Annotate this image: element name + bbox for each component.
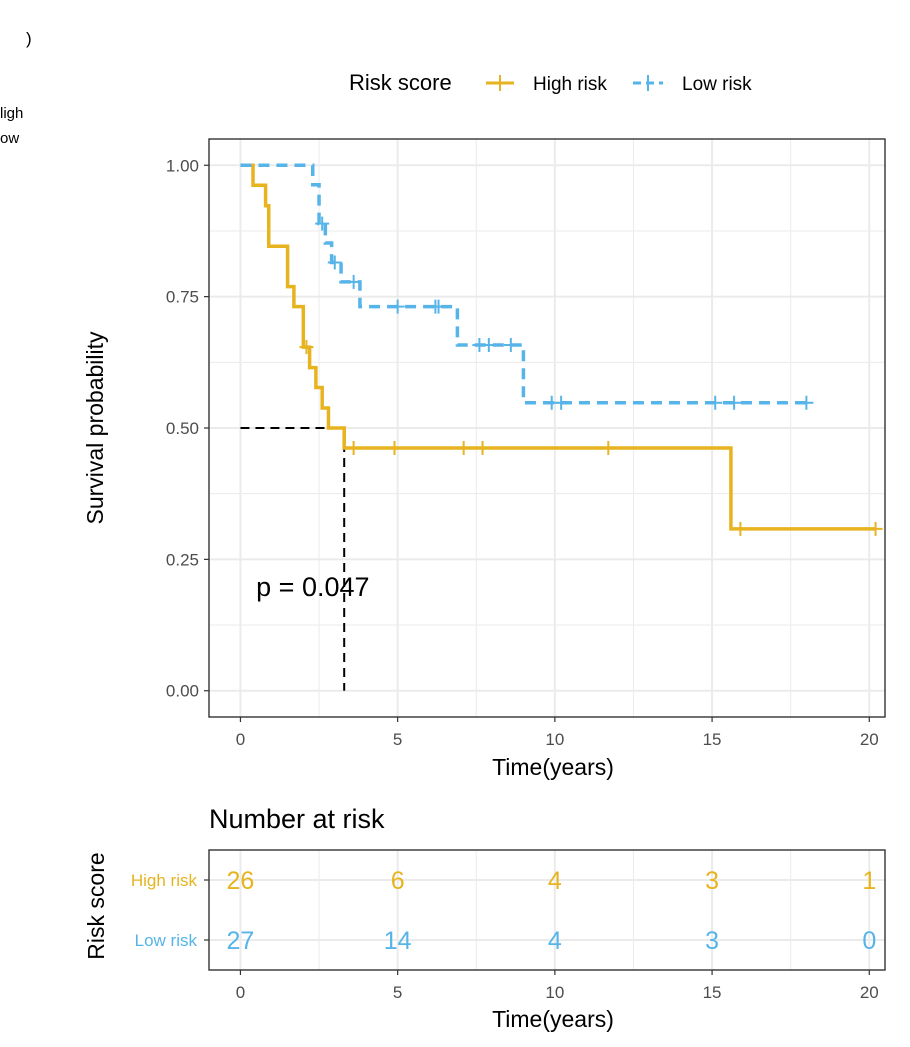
- risk-count: 27: [227, 927, 255, 955]
- x-tick-label: 5: [393, 730, 402, 749]
- legend-title: Risk score: [349, 70, 452, 95]
- risk-table-y-axis-title: Risk score: [83, 852, 109, 959]
- risk-count: 26: [227, 867, 255, 895]
- censor-mark-low-risk: [481, 337, 496, 352]
- censor-mark-low-risk: [390, 299, 405, 314]
- risk-table-x-axis-title: Time(years): [492, 1006, 614, 1032]
- risk-count: 1: [862, 867, 876, 895]
- y-tick-label: 0.25: [166, 550, 199, 569]
- x-tick-label: 15: [703, 730, 722, 749]
- corner-low-fragment: ow: [0, 130, 19, 147]
- risk-table-x-tick-label: 5: [393, 983, 402, 1002]
- p-value-label: p = 0.047: [256, 572, 369, 602]
- corner-paren: ): [26, 29, 32, 48]
- censor-mark-low-risk: [554, 395, 569, 410]
- y-tick-label: 0.75: [166, 288, 199, 307]
- censor-mark-low-risk: [727, 395, 742, 410]
- legend-label-high: High risk: [533, 74, 607, 95]
- plot-axes: 0 5 10 15 20 0.00 0.25 0.50 0.75 1.00: [166, 156, 879, 749]
- risk-table-border: [208, 849, 886, 971]
- legend: Risk score High risk Low risk: [349, 70, 752, 95]
- risk-count: 6: [391, 867, 405, 895]
- x-axis-title: Time(years): [492, 754, 614, 780]
- risk-table-title: Number at risk: [209, 804, 385, 834]
- censor-mark-low-risk: [503, 337, 518, 352]
- risk-table-body: High risk 26 6 4 3 1 Low risk 27 14 4 3 0 0 5 10 15 20: [131, 867, 879, 1002]
- risk-count: 4: [548, 867, 562, 895]
- legend-key-low: [633, 75, 663, 91]
- x-tick-label: 0: [236, 730, 245, 749]
- censor-mark-high-risk: [346, 440, 361, 455]
- censor-mark-low-risk: [799, 395, 814, 410]
- censor-mark-low-risk: [315, 216, 330, 231]
- censor-mark-high-risk: [733, 521, 748, 536]
- censor-mark-low-risk: [431, 299, 446, 314]
- risk-table-background: [209, 850, 885, 970]
- censor-mark-high-risk: [387, 440, 402, 455]
- censor-mark-low-risk: [327, 255, 342, 270]
- legend-label-low: Low risk: [682, 74, 752, 95]
- risk-count: 14: [384, 927, 412, 955]
- censor-mark-high-risk: [475, 440, 490, 455]
- x-tick-label: 10: [545, 730, 564, 749]
- censor-mark-high-risk: [456, 440, 471, 455]
- censor-mark-high-risk: [868, 521, 883, 536]
- risk-count: 4: [548, 927, 562, 955]
- censor-mark-high-risk: [601, 440, 616, 455]
- risk-table-x-tick-label: 0: [236, 983, 245, 1002]
- censor-mark-high-risk: [299, 340, 314, 355]
- y-axis-title: Survival probability: [82, 331, 108, 525]
- risk-count: 3: [705, 867, 719, 895]
- plot-grid: [209, 139, 885, 717]
- censor-mark-low-risk: [346, 274, 361, 289]
- corner-high-fragment: ligh: [0, 105, 23, 122]
- y-tick-label: 1.00: [166, 156, 199, 175]
- y-tick-label: 0.50: [166, 419, 199, 438]
- risk-count: 0: [862, 927, 876, 955]
- risk-table-x-tick-label: 15: [703, 983, 722, 1002]
- risk-count: 3: [705, 927, 719, 955]
- risk-table-x-tick-label: 20: [860, 983, 879, 1002]
- survival-curves: [240, 163, 883, 691]
- censor-mark-low-risk: [708, 395, 723, 410]
- risk-table-row-label: High risk: [131, 871, 198, 890]
- x-tick-label: 20: [860, 730, 879, 749]
- risk-table-grid: [209, 850, 885, 970]
- risk-table-x-tick-label: 10: [545, 983, 564, 1002]
- legend-key-high: [486, 75, 514, 91]
- risk-table-row-label: Low risk: [135, 931, 198, 950]
- y-tick-label: 0.00: [166, 682, 199, 701]
